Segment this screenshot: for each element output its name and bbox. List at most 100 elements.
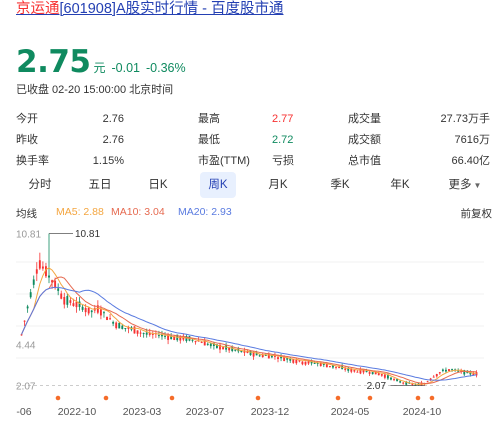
candle-body xyxy=(103,312,105,314)
candle-body xyxy=(277,357,279,359)
candle-body xyxy=(75,302,78,308)
candle-body xyxy=(170,335,173,340)
event-marker-dot xyxy=(169,395,175,401)
candle-body xyxy=(142,333,145,335)
candle-body xyxy=(399,381,402,383)
stat-label: 昨收 xyxy=(16,134,38,146)
candle-body xyxy=(438,372,441,374)
stat-row: 换手率 1.15% 市盈(TTM) 亏损 总市值 66.40亿 xyxy=(16,151,492,172)
low-annotation-label: 2.07 xyxy=(367,381,387,392)
candle-body xyxy=(335,366,337,368)
event-marker-dot xyxy=(335,395,341,401)
tab-yearly-k[interactable]: 年K xyxy=(390,179,410,191)
stat-value: 66.40亿 xyxy=(451,155,490,167)
candle-body xyxy=(26,306,29,309)
x-tick-label: 2023-03 xyxy=(123,406,162,418)
candle-body xyxy=(359,368,362,374)
price-change-percent: -0.36% xyxy=(146,61,186,75)
candle-body xyxy=(231,346,234,351)
candle-body xyxy=(246,351,249,353)
tab-quarterly-k[interactable]: 季K xyxy=(330,179,350,191)
tab-five-day[interactable]: 五日 xyxy=(88,179,112,191)
price-row: 2.75 元 -0.01 -0.36% xyxy=(16,44,186,80)
candle-body xyxy=(258,355,261,357)
candle-body xyxy=(206,343,209,345)
candle-body xyxy=(106,316,108,321)
tab-daily-k[interactable]: 日K xyxy=(148,179,168,191)
candle-body xyxy=(371,372,374,375)
candle-body xyxy=(69,300,72,303)
candle-body xyxy=(167,334,170,340)
candle-body xyxy=(252,352,255,357)
tab-more[interactable]: 更多 ▼ xyxy=(442,172,488,198)
candle-body xyxy=(215,344,218,348)
x-tick-label: 2023-12 xyxy=(251,406,290,418)
ma10-line xyxy=(21,276,477,384)
candle-body xyxy=(23,320,26,322)
candle-body xyxy=(51,280,54,283)
market-status: 已收盘 02-20 15:00:00 北京时间 xyxy=(16,84,174,96)
candle-body xyxy=(54,280,57,289)
candle-body xyxy=(228,347,231,351)
candle-body xyxy=(112,321,115,324)
candle-body xyxy=(157,335,160,337)
tab-intraday[interactable]: 分时 xyxy=(28,179,52,191)
candle-body xyxy=(368,372,371,374)
candle-body xyxy=(356,371,359,373)
kline-chart[interactable]: 10.81 2.07 10.81 4.44 2.07 -06 2022-10 2023-03 2… xyxy=(0,224,502,422)
candle-body xyxy=(469,371,472,375)
candle-body xyxy=(292,359,295,363)
candle-body xyxy=(161,334,163,337)
stat-label: 成交量 xyxy=(348,113,381,125)
candle-body xyxy=(396,379,399,382)
high-annotation-label: 10.81 xyxy=(75,229,100,240)
candle-body xyxy=(472,373,475,376)
candle-body xyxy=(185,336,188,342)
candle-body xyxy=(307,361,310,364)
stat-label: 成交额 xyxy=(348,134,381,146)
tab-monthly-k[interactable]: 月K xyxy=(268,179,288,191)
candle-body xyxy=(301,361,304,365)
stock-name-highlight: 京运通 xyxy=(16,1,60,17)
candle-body xyxy=(249,350,252,356)
chevron-down-icon: ▼ xyxy=(473,181,482,190)
stat-value: 亏损 xyxy=(272,155,294,167)
stat-label: 换手率 xyxy=(16,155,49,167)
ma5-value: MA5: 2.88 xyxy=(56,206,104,218)
x-tick-label: 2023-07 xyxy=(186,406,225,418)
candle-body xyxy=(332,365,334,368)
candle-body xyxy=(203,340,206,346)
candle-body xyxy=(29,292,32,298)
candle-body xyxy=(124,328,127,330)
candle-body xyxy=(261,354,264,358)
event-marker-dot xyxy=(429,395,435,401)
ma-label: 均线 xyxy=(16,208,37,220)
candle-body xyxy=(45,266,47,277)
stat-label: 今开 xyxy=(16,113,38,125)
page-title-link[interactable]: 京运通[601908]A股实时行情 - 百度股市通 xyxy=(16,0,284,18)
candle-body xyxy=(136,330,139,334)
candle-body xyxy=(133,326,136,334)
event-marker-dot xyxy=(415,395,421,401)
candle-body xyxy=(374,371,377,375)
candle-body xyxy=(115,322,118,329)
candle-body xyxy=(219,344,221,350)
candle-body xyxy=(209,343,212,347)
ma10-value: MA10: 3.04 xyxy=(111,206,165,218)
candle-body xyxy=(435,374,438,377)
candle-body xyxy=(377,373,380,376)
candle-body xyxy=(243,350,246,353)
candle-body xyxy=(365,370,368,373)
candle-body xyxy=(463,370,466,375)
candle-body xyxy=(78,301,81,307)
candle-body xyxy=(298,360,301,362)
candle-body xyxy=(283,357,286,362)
candle-body xyxy=(255,352,258,356)
tab-weekly-k[interactable]: 周K xyxy=(200,172,236,198)
candle-body xyxy=(295,359,298,364)
candle-body xyxy=(145,332,148,335)
stat-label: 市盈(TTM) xyxy=(198,155,250,167)
stat-value: 2.77 xyxy=(272,113,294,125)
adjust-mode-toggle[interactable]: 前复权 xyxy=(460,208,493,220)
stat-row: 今开 2.76 最高 2.77 成交量 27.73万手 xyxy=(16,109,492,130)
